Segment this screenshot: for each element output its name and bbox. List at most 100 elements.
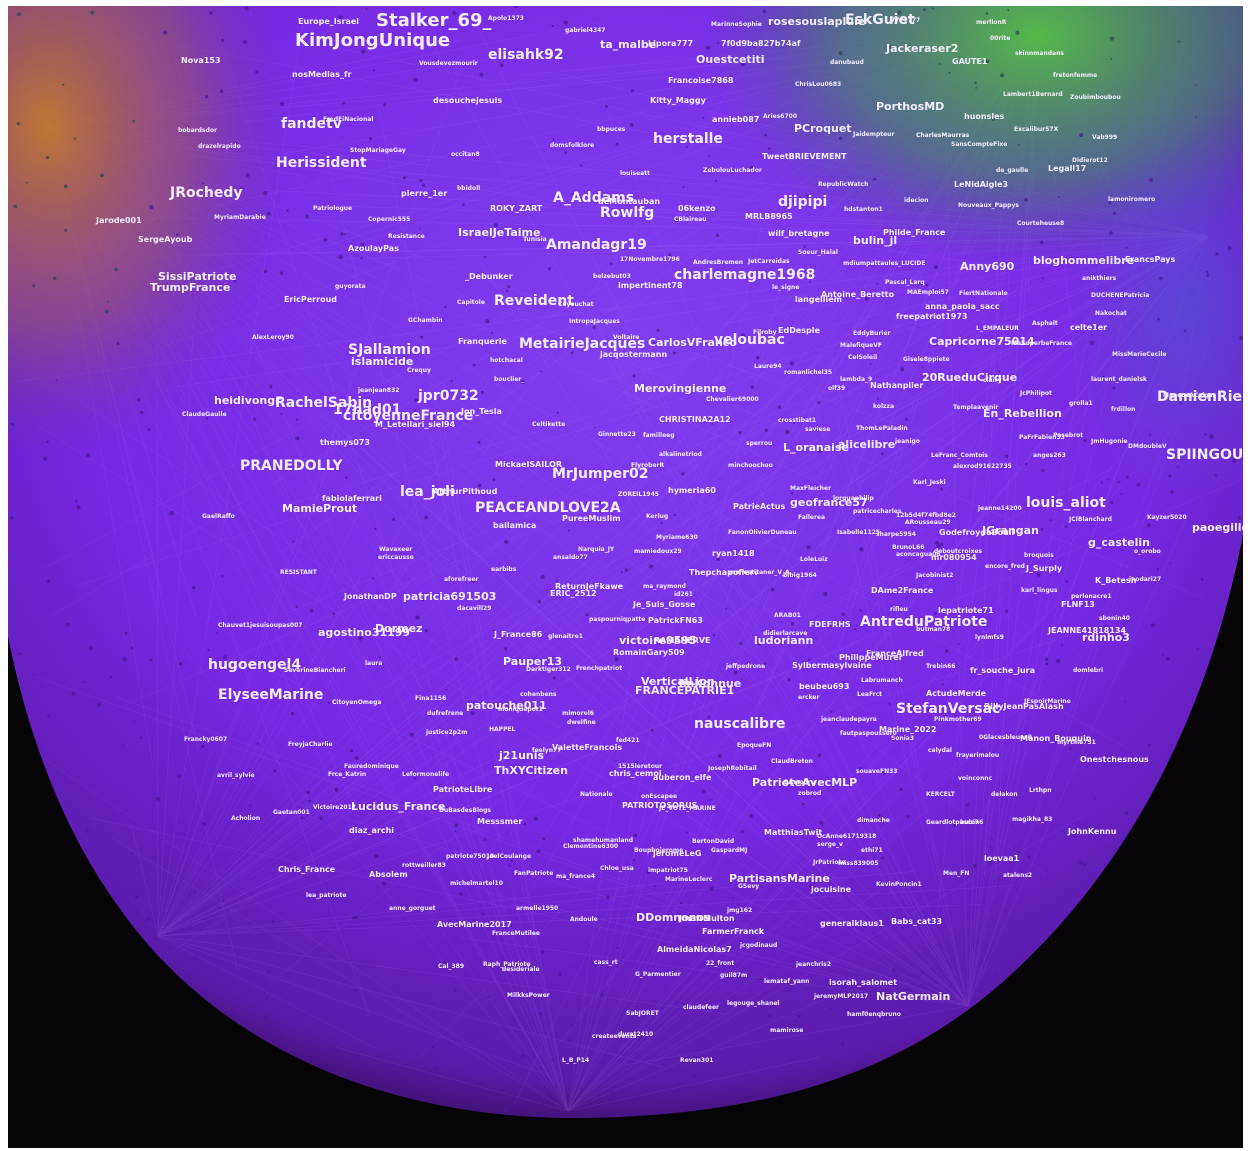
graph-node-dot	[485, 319, 490, 324]
node-label: G_Parmentier	[635, 971, 681, 978]
graph-node-dot	[716, 557, 721, 562]
graph-node-dot	[1169, 562, 1172, 565]
node-label: K_Betesh	[1095, 576, 1137, 585]
graph-node-dot	[580, 555, 583, 559]
graph-edge	[567, 977, 786, 1112]
graph-node-dot	[556, 411, 559, 414]
graph-node-dot	[487, 995, 490, 999]
node-label: MamieProut	[282, 502, 357, 515]
graph-node-dot	[673, 513, 676, 517]
graph-node-dot	[740, 830, 744, 834]
graph-edge	[421, 900, 569, 1112]
graph-edge	[567, 265, 787, 1112]
graph-edge	[157, 347, 850, 937]
node-label: kolzza	[873, 403, 894, 410]
node-label: JoelCoulange	[486, 853, 531, 860]
graph-edge	[686, 814, 969, 1007]
graph-node-dot	[1136, 576, 1141, 581]
node-label: Raph_Patriote	[483, 961, 530, 968]
node-label: miss839005	[838, 860, 879, 867]
graph-node-dot	[818, 449, 822, 454]
graph-edge	[967, 437, 1166, 1007]
graph-edge	[178, 643, 569, 1112]
node-label: DMdoubleV	[1128, 443, 1167, 450]
node-label: LeFranc_Comtois	[931, 452, 988, 459]
graph-node-dot	[838, 136, 843, 140]
graph-node-dot	[18, 652, 22, 656]
graph-node-dot	[453, 988, 457, 992]
graph-node-dot	[413, 771, 416, 775]
graph-node-dot	[504, 647, 508, 651]
node-label: Frce_Katrin	[328, 771, 366, 778]
node-label: RomainGary509	[613, 648, 685, 657]
graph-node-dot	[124, 631, 128, 635]
node-label: JGrangan	[981, 524, 1039, 537]
graph-node-dot	[1036, 572, 1041, 577]
node-label: jocuisine	[810, 885, 852, 894]
node-label: veloubac	[714, 332, 785, 348]
graph-edge	[299, 804, 969, 1007]
node-label: jcgodinaud	[739, 942, 777, 949]
node-label: Chauvet1jesuisoupas007	[218, 622, 302, 629]
graph-node-dot	[252, 417, 257, 421]
graph-node-dot	[952, 823, 956, 827]
node-label: louis_aliot	[1026, 495, 1106, 511]
graph-node-dot	[732, 897, 735, 899]
node-label: patriote75018	[446, 853, 494, 860]
graph-node-dot	[1109, 36, 1114, 41]
graph-node-dot	[583, 507, 587, 511]
graph-node-dot	[223, 655, 228, 660]
graph-node-dot	[1149, 177, 1154, 182]
node-label: jeanigo	[894, 438, 920, 445]
graph-node-dot	[1149, 433, 1152, 436]
node-label: j21unis	[498, 749, 545, 762]
node-label: IEspoirMarine	[1024, 698, 1071, 705]
node-label: Pascal_Larq	[885, 279, 925, 286]
node-label: Nakochat	[1095, 310, 1127, 317]
graph-node-dot	[444, 305, 447, 309]
graph-edge	[587, 307, 969, 1007]
graph-node-dot	[790, 491, 794, 495]
graph-node-dot	[504, 539, 509, 544]
node-label: Clementine6300	[563, 843, 618, 850]
graph-node-dot	[802, 802, 805, 806]
node-label: Lipora777	[648, 39, 693, 48]
graph-node-dot	[240, 186, 243, 189]
graph-edge	[474, 521, 969, 1007]
graph-edge	[835, 410, 969, 1007]
graph-node-dot	[570, 351, 574, 355]
graph-node-dot	[667, 253, 672, 257]
graph-edge	[157, 242, 1079, 937]
node-label: ClaudeGaulle	[182, 411, 227, 418]
graph-node-dot	[455, 1067, 458, 1070]
node-label: DamienRieu	[1157, 389, 1243, 405]
node-label: beubeu693	[799, 682, 849, 691]
graph-node-dot	[266, 970, 271, 974]
graph-edge	[74, 235, 1209, 587]
graph-node-dot	[379, 656, 382, 659]
graph-node-dot	[358, 343, 363, 348]
node-label: TrumpFrance	[150, 281, 230, 294]
graph-node-dot	[806, 194, 811, 198]
graph-node-dot	[715, 233, 720, 237]
node-label: louiseatt	[620, 170, 650, 177]
node-label: JCIBlanchard	[1068, 516, 1112, 523]
node-label: En_Rebellion	[983, 407, 1062, 420]
node-label: desouchejesuis	[433, 96, 502, 105]
graph-node-dot	[755, 355, 760, 360]
graph-node-dot	[632, 374, 636, 378]
graph-node-dot	[789, 361, 794, 366]
graph-edge	[157, 458, 843, 937]
graph-node-dot	[660, 521, 663, 525]
node-label: fandetv	[281, 116, 342, 132]
node-label: JrPatriote	[812, 859, 845, 866]
node-label: jeremyMLP2017	[813, 993, 868, 1000]
node-label: Lambert1Bernard	[1003, 91, 1063, 98]
node-label: alkalinetriod	[659, 451, 702, 458]
graph-node-dot	[104, 309, 109, 314]
node-label: heidivongr	[214, 394, 281, 407]
graph-node-dot	[1183, 329, 1187, 333]
graph-node-dot	[345, 476, 348, 479]
graph-node-dot	[763, 662, 767, 666]
